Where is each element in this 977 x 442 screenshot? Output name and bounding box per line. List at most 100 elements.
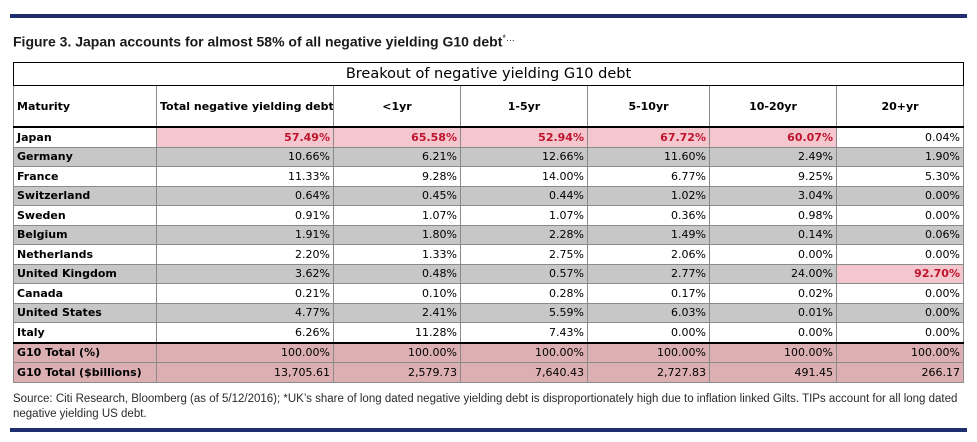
row-label: United States — [13, 302, 157, 323]
table-cell: 2.20% — [156, 244, 334, 265]
header-total: Total negative yielding debt — [156, 85, 334, 128]
table-cell: 0.98% — [709, 205, 837, 226]
table-cell: 1.49% — [587, 224, 710, 245]
row-label: Germany — [13, 146, 157, 167]
table-cell: 6.26% — [156, 322, 334, 343]
header-1-5yr: 1-5yr — [460, 85, 588, 128]
table-cell: 11.33% — [156, 166, 334, 187]
table-cell: 11.28% — [333, 322, 461, 343]
total-cell: 7,640.43 — [460, 362, 588, 383]
table-cell: 2.41% — [333, 302, 461, 323]
table-cell: 6.03% — [587, 302, 710, 323]
table-cell: 0.44% — [460, 185, 588, 206]
total-cell: 100.00% — [587, 341, 710, 363]
table-cell: 60.07% — [709, 126, 837, 148]
table-row: Switzerland 0.64% 0.45% 0.44% 1.02% 3.04% 0.00… — [13, 185, 964, 206]
table-cell: 0.28% — [460, 283, 588, 304]
negative-yield-table: Breakout of negative yielding G10 debt M… — [13, 62, 964, 383]
total-row: G10 Total ($billions) 13,705.61 2,579.73 7,… — [13, 362, 964, 383]
row-label: Switzerland — [13, 185, 157, 206]
row-label: Sweden — [13, 205, 157, 226]
table-cell: 0.06% — [836, 224, 964, 245]
table-cell: 12.66% — [460, 146, 588, 167]
table-cell: 1.90% — [836, 146, 964, 167]
row-label: Netherlands — [13, 244, 157, 265]
header-maturity: Maturity — [13, 85, 157, 128]
table-cell: 0.10% — [333, 283, 461, 304]
table-cell: 1.07% — [333, 205, 461, 226]
total-cell: 100.00% — [156, 341, 334, 363]
table-row: Japan 57.49% 65.58% 52.94% 67.72% 60.07% 0.04% — [13, 126, 964, 148]
top-rule — [10, 14, 967, 18]
table-cell: 0.57% — [460, 263, 588, 284]
table-cell: 0.48% — [333, 263, 461, 284]
row-label: United Kingdom — [13, 263, 157, 284]
row-label: Japan — [13, 126, 157, 148]
table-cell: 3.04% — [709, 185, 837, 206]
table-cell: 92.70% — [836, 263, 964, 284]
table-cell: 1.80% — [333, 224, 461, 245]
row-label: Belgium — [13, 224, 157, 245]
total-row: G10 Total (%) 100.00% 100.00% 100.00% 100.00… — [13, 341, 964, 363]
table-cell: 0.00% — [836, 185, 964, 206]
table-row: Germany 10.66% 6.21% 12.66% 11.60% 2.49% 1.90% — [13, 146, 964, 167]
table-cell: 67.72% — [587, 126, 710, 148]
table-cell: 0.36% — [587, 205, 710, 226]
table-cell: 2.28% — [460, 224, 588, 245]
table-cell: 1.07% — [460, 205, 588, 226]
row-label: Canada — [13, 283, 157, 304]
table-cell: 10.66% — [156, 146, 334, 167]
total-cell: 266.17 — [836, 362, 964, 383]
row-label: Italy — [13, 322, 157, 343]
table-row: United Kingdom 3.62% 0.48% 0.57% 2.77% 24.00%… — [13, 263, 964, 284]
header-20plus-yr: 20+yr — [836, 85, 964, 128]
total-cell: 491.45 — [709, 362, 837, 383]
table-row: Belgium 1.91% 1.80% 2.28% 1.49% 0.14% 0.06% — [13, 224, 964, 245]
table-cell: 2.06% — [587, 244, 710, 265]
total-row-label: G10 Total ($billions) — [13, 362, 157, 383]
total-cell: 100.00% — [333, 341, 461, 363]
table-cell: 9.28% — [333, 166, 461, 187]
table-cell: 9.25% — [709, 166, 837, 187]
table-cell: 4.77% — [156, 302, 334, 323]
table-cell: 52.94% — [460, 126, 588, 148]
table-cell: 7.43% — [460, 322, 588, 343]
table-cell: 57.49% — [156, 126, 334, 148]
table-cell: 0.00% — [587, 322, 710, 343]
table-cell: 1.33% — [333, 244, 461, 265]
table-caption: Breakout of negative yielding G10 debt — [13, 62, 964, 86]
table-cell: 0.00% — [836, 205, 964, 226]
table-cell: 0.04% — [836, 126, 964, 148]
table-cell: 0.91% — [156, 205, 334, 226]
table-cell: 0.00% — [836, 244, 964, 265]
total-cell: 2,579.73 — [333, 362, 461, 383]
table-row: Netherlands 2.20% 1.33% 2.75% 2.06% 0.00% 0.00… — [13, 244, 964, 265]
figure-title-footnote-mark: *… — [502, 33, 515, 43]
table-cell: 2.77% — [587, 263, 710, 284]
total-cell: 2,727.83 — [587, 362, 710, 383]
table-cell: 24.00% — [709, 263, 837, 284]
total-cell: 13,705.61 — [156, 362, 334, 383]
table-cell: 0.21% — [156, 283, 334, 304]
table-cell: 5.30% — [836, 166, 964, 187]
table-cell: 2.49% — [709, 146, 837, 167]
table-cell: 0.01% — [709, 302, 837, 323]
table-cell: 0.17% — [587, 283, 710, 304]
table-row: United States 4.77% 2.41% 5.59% 6.03% 0.01% 0.… — [13, 302, 964, 323]
table-cell: 0.00% — [709, 322, 837, 343]
table-cell: 2.75% — [460, 244, 588, 265]
figure-title-text: Figure 3. Japan accounts for almost 58% … — [13, 33, 503, 50]
table-cell: 14.00% — [460, 166, 588, 187]
source-note: Source: Citi Research, Bloomberg (as of … — [13, 393, 958, 420]
total-cell: 100.00% — [709, 341, 837, 363]
table-cell: 0.00% — [836, 322, 964, 343]
table-cell: 6.77% — [587, 166, 710, 187]
header-10-20yr: 10-20yr — [709, 85, 837, 128]
header-lt1yr: <1yr — [333, 85, 461, 128]
table-cell: 0.14% — [709, 224, 837, 245]
table-cell: 65.58% — [333, 126, 461, 148]
table-cell: 11.60% — [587, 146, 710, 167]
total-row-label: G10 Total (%) — [13, 341, 157, 363]
total-cell: 100.00% — [460, 341, 588, 363]
header-5-10yr: 5-10yr — [587, 85, 710, 128]
